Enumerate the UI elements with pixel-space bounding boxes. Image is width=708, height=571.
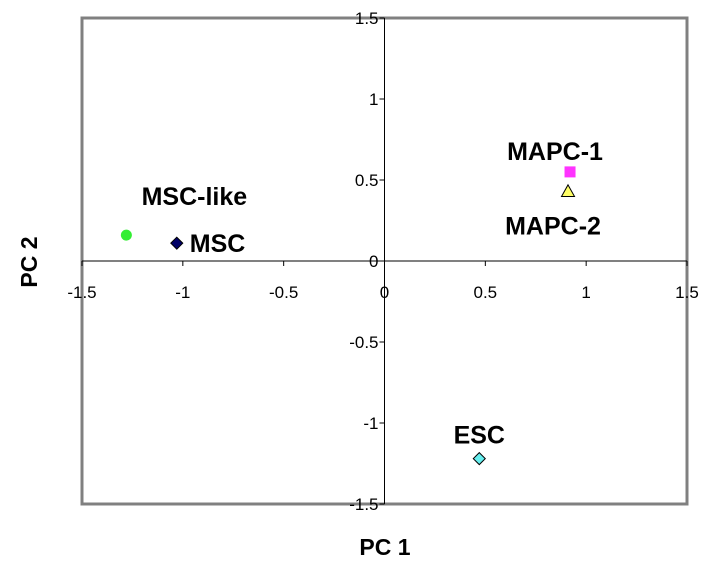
x-tick-label: 0.5 (474, 283, 498, 302)
x-tick-label: -1.5 (67, 283, 96, 302)
y-tick-label: 1.5 (355, 9, 379, 28)
tick-labels: -1.5 -1 -0.5 0 0.5 1 1.5 1.5 1 0.5 0 -0.5 -1 -1.5 (67, 9, 698, 514)
axes (81, 17, 688, 505)
point-marker (170, 236, 184, 250)
x-tick-label: 1 (581, 283, 590, 302)
y-tick-label: 0.5 (355, 171, 379, 190)
y-tick-label: 0 (369, 252, 378, 271)
point-label: MSC (190, 230, 246, 258)
y-axis-title: PC 2 (16, 236, 42, 287)
y-tick-label: -1 (363, 414, 378, 433)
y-tick-label: -0.5 (349, 333, 378, 352)
point-marker (472, 451, 486, 466)
x-axis-title: PC 1 (359, 534, 410, 560)
point-label: MSC-like (142, 183, 248, 211)
x-tick-label: 0 (380, 283, 389, 302)
point-label: MAPC-2 (505, 212, 601, 240)
point-marker (120, 229, 132, 241)
point-marker (560, 183, 576, 198)
point-marker (564, 166, 576, 178)
point-label: ESC (454, 422, 505, 450)
y-tick-label: -1.5 (349, 495, 378, 514)
data-points: MSC-like MSC MAPC-1 MAPC-2 ESC (120, 138, 603, 466)
x-tick-label: 1.5 (675, 283, 699, 302)
x-tick-label: -1 (175, 283, 190, 302)
point-label: MAPC-1 (507, 138, 603, 166)
y-tick-label: 1 (369, 90, 378, 109)
x-tick-label: -0.5 (269, 283, 298, 302)
